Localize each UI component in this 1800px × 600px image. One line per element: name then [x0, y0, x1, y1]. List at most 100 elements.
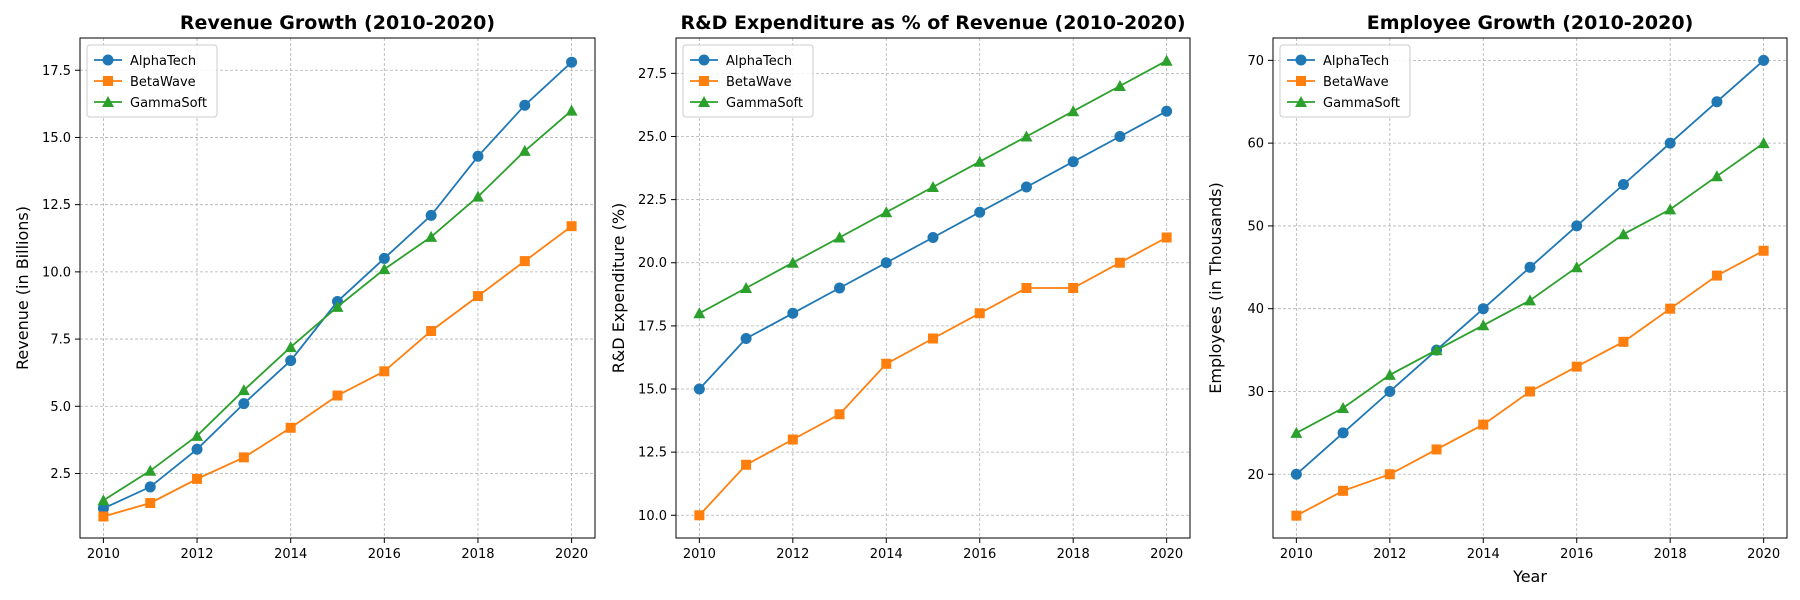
data-point-alphatech [378, 252, 390, 264]
y-tick-label: 25.0 [638, 130, 667, 145]
data-point-gammasoft [1020, 130, 1033, 142]
data-point-alphatech [1617, 179, 1629, 191]
legend-label-betawave: BetaWave [130, 75, 196, 90]
series-betawave [1291, 245, 1769, 521]
legend-label-alphatech: AlphaTech [726, 54, 792, 69]
data-point-gammasoft [693, 307, 706, 319]
data-point-gammasoft [1430, 344, 1443, 356]
data-point-betawave [426, 326, 437, 337]
chart-rnd-panel: 2010 2012 2014 2016 2018 2020 10.0 12.5 15.0 17.5… [609, 12, 1191, 562]
data-point-betawave [145, 498, 156, 509]
data-point-alphatech [1114, 130, 1126, 142]
legend-marker-alphatech [698, 54, 710, 66]
data-point-betawave [928, 333, 938, 344]
y-tick-label: 5.0 [50, 400, 71, 415]
data-point-betawave [1068, 283, 1079, 293]
series-betawave [694, 232, 1172, 521]
data-point-betawave [1478, 419, 1489, 430]
data-point-gammasoft [833, 231, 846, 243]
data-point-gammasoft [1664, 203, 1677, 215]
y-tick-label: 70 [1247, 54, 1264, 69]
chart-title-revenue: Revenue Growth (2010-2020) [180, 12, 495, 34]
data-point-betawave [1711, 270, 1722, 281]
data-point-gammasoft [1160, 54, 1173, 66]
data-point-alphatech [1664, 137, 1676, 149]
x-tick-label: 2020 [1747, 547, 1780, 562]
plot-frame [79, 37, 596, 539]
data-point-alphatech [144, 481, 156, 493]
data-point-betawave [1571, 361, 1582, 372]
x-tick-label: 2016 [963, 547, 996, 562]
data-point-alphatech [191, 443, 203, 455]
data-point-betawave [1338, 485, 1349, 496]
data-point-gammasoft [331, 300, 344, 312]
data-point-betawave [881, 358, 892, 369]
legend-label-betawave: BetaWave [1323, 75, 1389, 90]
y-tick-label: 15.0 [42, 131, 71, 146]
data-point-gammasoft [1067, 105, 1080, 117]
legend-revenue: AlphaTech BetaWave GammaSoft [86, 44, 218, 118]
data-point-betawave [285, 422, 296, 433]
plot-frame [1272, 37, 1788, 539]
data-point-gammasoft [237, 384, 250, 396]
data-point-gammasoft [378, 263, 391, 275]
y-axis-label-revenue: Revenue (in Billions) [13, 206, 32, 370]
data-point-gammasoft [1710, 170, 1723, 182]
data-point-gammasoft [518, 144, 531, 156]
data-point-alphatech [425, 209, 437, 221]
x-tick-label: 2020 [555, 547, 588, 562]
data-point-alphatech [1477, 303, 1489, 315]
data-point-betawave [1525, 386, 1535, 397]
y-tick-label: 10.0 [638, 509, 667, 524]
chart-revenue-panel: 2010 2012 2014 2016 2018 2020 2.5 5.0 7.5 10.0 12.… [13, 12, 596, 562]
legend-marker-gammasoft [698, 96, 710, 107]
data-point-betawave [98, 511, 109, 522]
data-point-betawave [1161, 232, 1172, 243]
data-point-betawave [694, 510, 705, 521]
x-tick-label: 2016 [1560, 547, 1593, 562]
y-tick-label: 50 [1247, 219, 1264, 234]
data-point-alphatech [472, 150, 484, 162]
data-point-betawave [472, 291, 483, 302]
data-point-alphatech [519, 99, 531, 111]
x-tick-label: 2012 [180, 547, 213, 562]
data-point-betawave [192, 473, 203, 484]
y-tick-label: 20 [1247, 468, 1264, 483]
data-point-gammasoft [786, 256, 799, 268]
data-point-alphatech [285, 355, 297, 367]
data-point-gammasoft [471, 190, 484, 202]
data-point-alphatech [740, 333, 752, 345]
data-point-alphatech [1758, 54, 1770, 66]
data-point-alphatech [927, 231, 939, 243]
data-point-gammasoft [880, 206, 893, 218]
data-point-gammasoft [1113, 79, 1126, 91]
data-point-gammasoft [1570, 261, 1583, 273]
y-tick-label: 12.5 [638, 446, 667, 461]
series-gammasoft [97, 104, 578, 506]
data-point-alphatech [974, 206, 986, 218]
legend-employees: AlphaTech BetaWave GammaSoft [1279, 44, 1411, 118]
legend-label-gammasoft: GammaSoft [130, 96, 207, 111]
y-tick-label: 15.0 [638, 383, 667, 398]
data-point-alphatech [238, 398, 250, 410]
data-point-gammasoft [97, 494, 110, 506]
data-point-alphatech [693, 383, 705, 395]
y-tick-label: 22.5 [638, 193, 667, 208]
x-tick-label: 2010 [1280, 547, 1313, 562]
data-point-gammasoft [1617, 228, 1630, 240]
data-point-betawave [1665, 303, 1676, 314]
plot-area: 2010 2012 2014 2016 2018 2020 10.0 12.5 15.0 17.5… [638, 37, 1191, 562]
y-tick-label: 27.5 [638, 67, 667, 82]
series-alphatech [693, 105, 1173, 395]
y-tick-label: 7.5 [50, 333, 71, 348]
data-point-betawave [566, 221, 577, 232]
data-point-gammasoft [1290, 426, 1303, 438]
data-point-gammasoft [1757, 137, 1770, 149]
y-tick-label: 10.0 [42, 265, 71, 280]
legend-marker-gammasoft [1295, 96, 1307, 107]
legend-box [682, 44, 814, 118]
x-tick-label: 2014 [870, 547, 903, 562]
x-tick-label: 2010 [683, 547, 716, 562]
y-tick-label: 17.5 [42, 64, 71, 79]
